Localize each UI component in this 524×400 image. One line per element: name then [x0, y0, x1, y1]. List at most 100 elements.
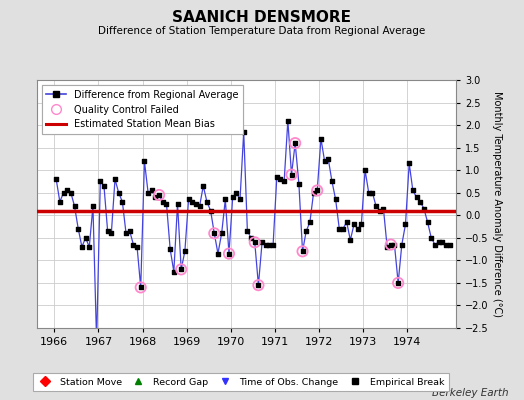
- Point: [137, 284, 145, 291]
- Point: [177, 266, 185, 272]
- Point: [228, 194, 237, 200]
- Text: Difference of Station Temperature Data from Regional Average: Difference of Station Temperature Data f…: [99, 26, 425, 36]
- Point: [412, 194, 421, 200]
- Point: [309, 190, 318, 196]
- Point: [81, 235, 90, 241]
- Point: [372, 203, 380, 210]
- Point: [100, 183, 108, 189]
- Point: [431, 241, 439, 248]
- Point: [368, 190, 377, 196]
- Point: [294, 180, 303, 187]
- Point: [236, 196, 244, 203]
- Point: [210, 230, 219, 236]
- Point: [199, 183, 208, 189]
- Point: [361, 167, 369, 173]
- Point: [239, 129, 248, 135]
- Point: [74, 226, 82, 232]
- Legend: Station Move, Record Gap, Time of Obs. Change, Empirical Break: Station Move, Record Gap, Time of Obs. C…: [33, 373, 449, 391]
- Point: [254, 282, 263, 288]
- Point: [177, 266, 185, 272]
- Point: [210, 230, 219, 236]
- Point: [144, 190, 152, 196]
- Point: [383, 244, 391, 250]
- Point: [298, 248, 307, 254]
- Point: [434, 239, 443, 246]
- Point: [398, 241, 406, 248]
- Point: [298, 248, 307, 254]
- Point: [379, 205, 388, 212]
- Point: [291, 140, 299, 146]
- Point: [387, 241, 395, 248]
- Point: [305, 219, 314, 225]
- Point: [85, 244, 93, 250]
- Point: [250, 239, 259, 246]
- Point: [232, 190, 241, 196]
- Point: [70, 203, 79, 210]
- Point: [328, 178, 336, 185]
- Point: [280, 178, 288, 185]
- Point: [225, 250, 233, 257]
- Point: [206, 208, 215, 214]
- Point: [214, 250, 222, 257]
- Point: [313, 187, 321, 194]
- Point: [387, 241, 395, 248]
- Point: [316, 136, 325, 142]
- Point: [320, 158, 329, 164]
- Point: [416, 198, 424, 205]
- Point: [184, 196, 193, 203]
- Point: [217, 230, 226, 236]
- Point: [159, 198, 167, 205]
- Point: [350, 221, 358, 228]
- Point: [261, 241, 270, 248]
- Point: [63, 187, 71, 194]
- Point: [250, 239, 259, 246]
- Point: [243, 228, 252, 234]
- Point: [335, 226, 344, 232]
- Point: [148, 187, 156, 194]
- Point: [221, 196, 230, 203]
- Point: [166, 246, 174, 252]
- Point: [445, 241, 454, 248]
- Point: [52, 176, 60, 182]
- Point: [188, 198, 196, 205]
- Point: [390, 241, 399, 248]
- Point: [409, 187, 417, 194]
- Point: [258, 239, 266, 246]
- Point: [155, 192, 163, 198]
- Point: [269, 241, 277, 248]
- Point: [291, 140, 299, 146]
- Point: [276, 176, 285, 182]
- Point: [302, 228, 310, 234]
- Point: [181, 248, 189, 254]
- Text: SAANICH DENSMORE: SAANICH DENSMORE: [172, 10, 352, 25]
- Point: [346, 237, 355, 243]
- Point: [133, 244, 141, 250]
- Point: [365, 190, 373, 196]
- Point: [126, 228, 134, 234]
- Point: [247, 235, 255, 241]
- Point: [114, 190, 123, 196]
- Point: [192, 201, 200, 207]
- Point: [423, 219, 432, 225]
- Point: [405, 160, 413, 167]
- Point: [170, 268, 178, 275]
- Point: [339, 226, 347, 232]
- Point: [357, 221, 366, 228]
- Point: [56, 198, 64, 205]
- Point: [92, 338, 101, 345]
- Point: [287, 172, 296, 178]
- Legend: Difference from Regional Average, Quality Control Failed, Estimated Station Mean: Difference from Regional Average, Qualit…: [41, 85, 243, 134]
- Point: [401, 221, 410, 228]
- Point: [254, 282, 263, 288]
- Point: [129, 241, 138, 248]
- Point: [438, 239, 446, 246]
- Point: [203, 198, 211, 205]
- Point: [354, 226, 362, 232]
- Point: [324, 156, 332, 162]
- Point: [151, 194, 160, 200]
- Point: [442, 241, 450, 248]
- Point: [162, 201, 171, 207]
- Point: [394, 280, 402, 286]
- Point: [107, 230, 115, 236]
- Point: [265, 241, 274, 248]
